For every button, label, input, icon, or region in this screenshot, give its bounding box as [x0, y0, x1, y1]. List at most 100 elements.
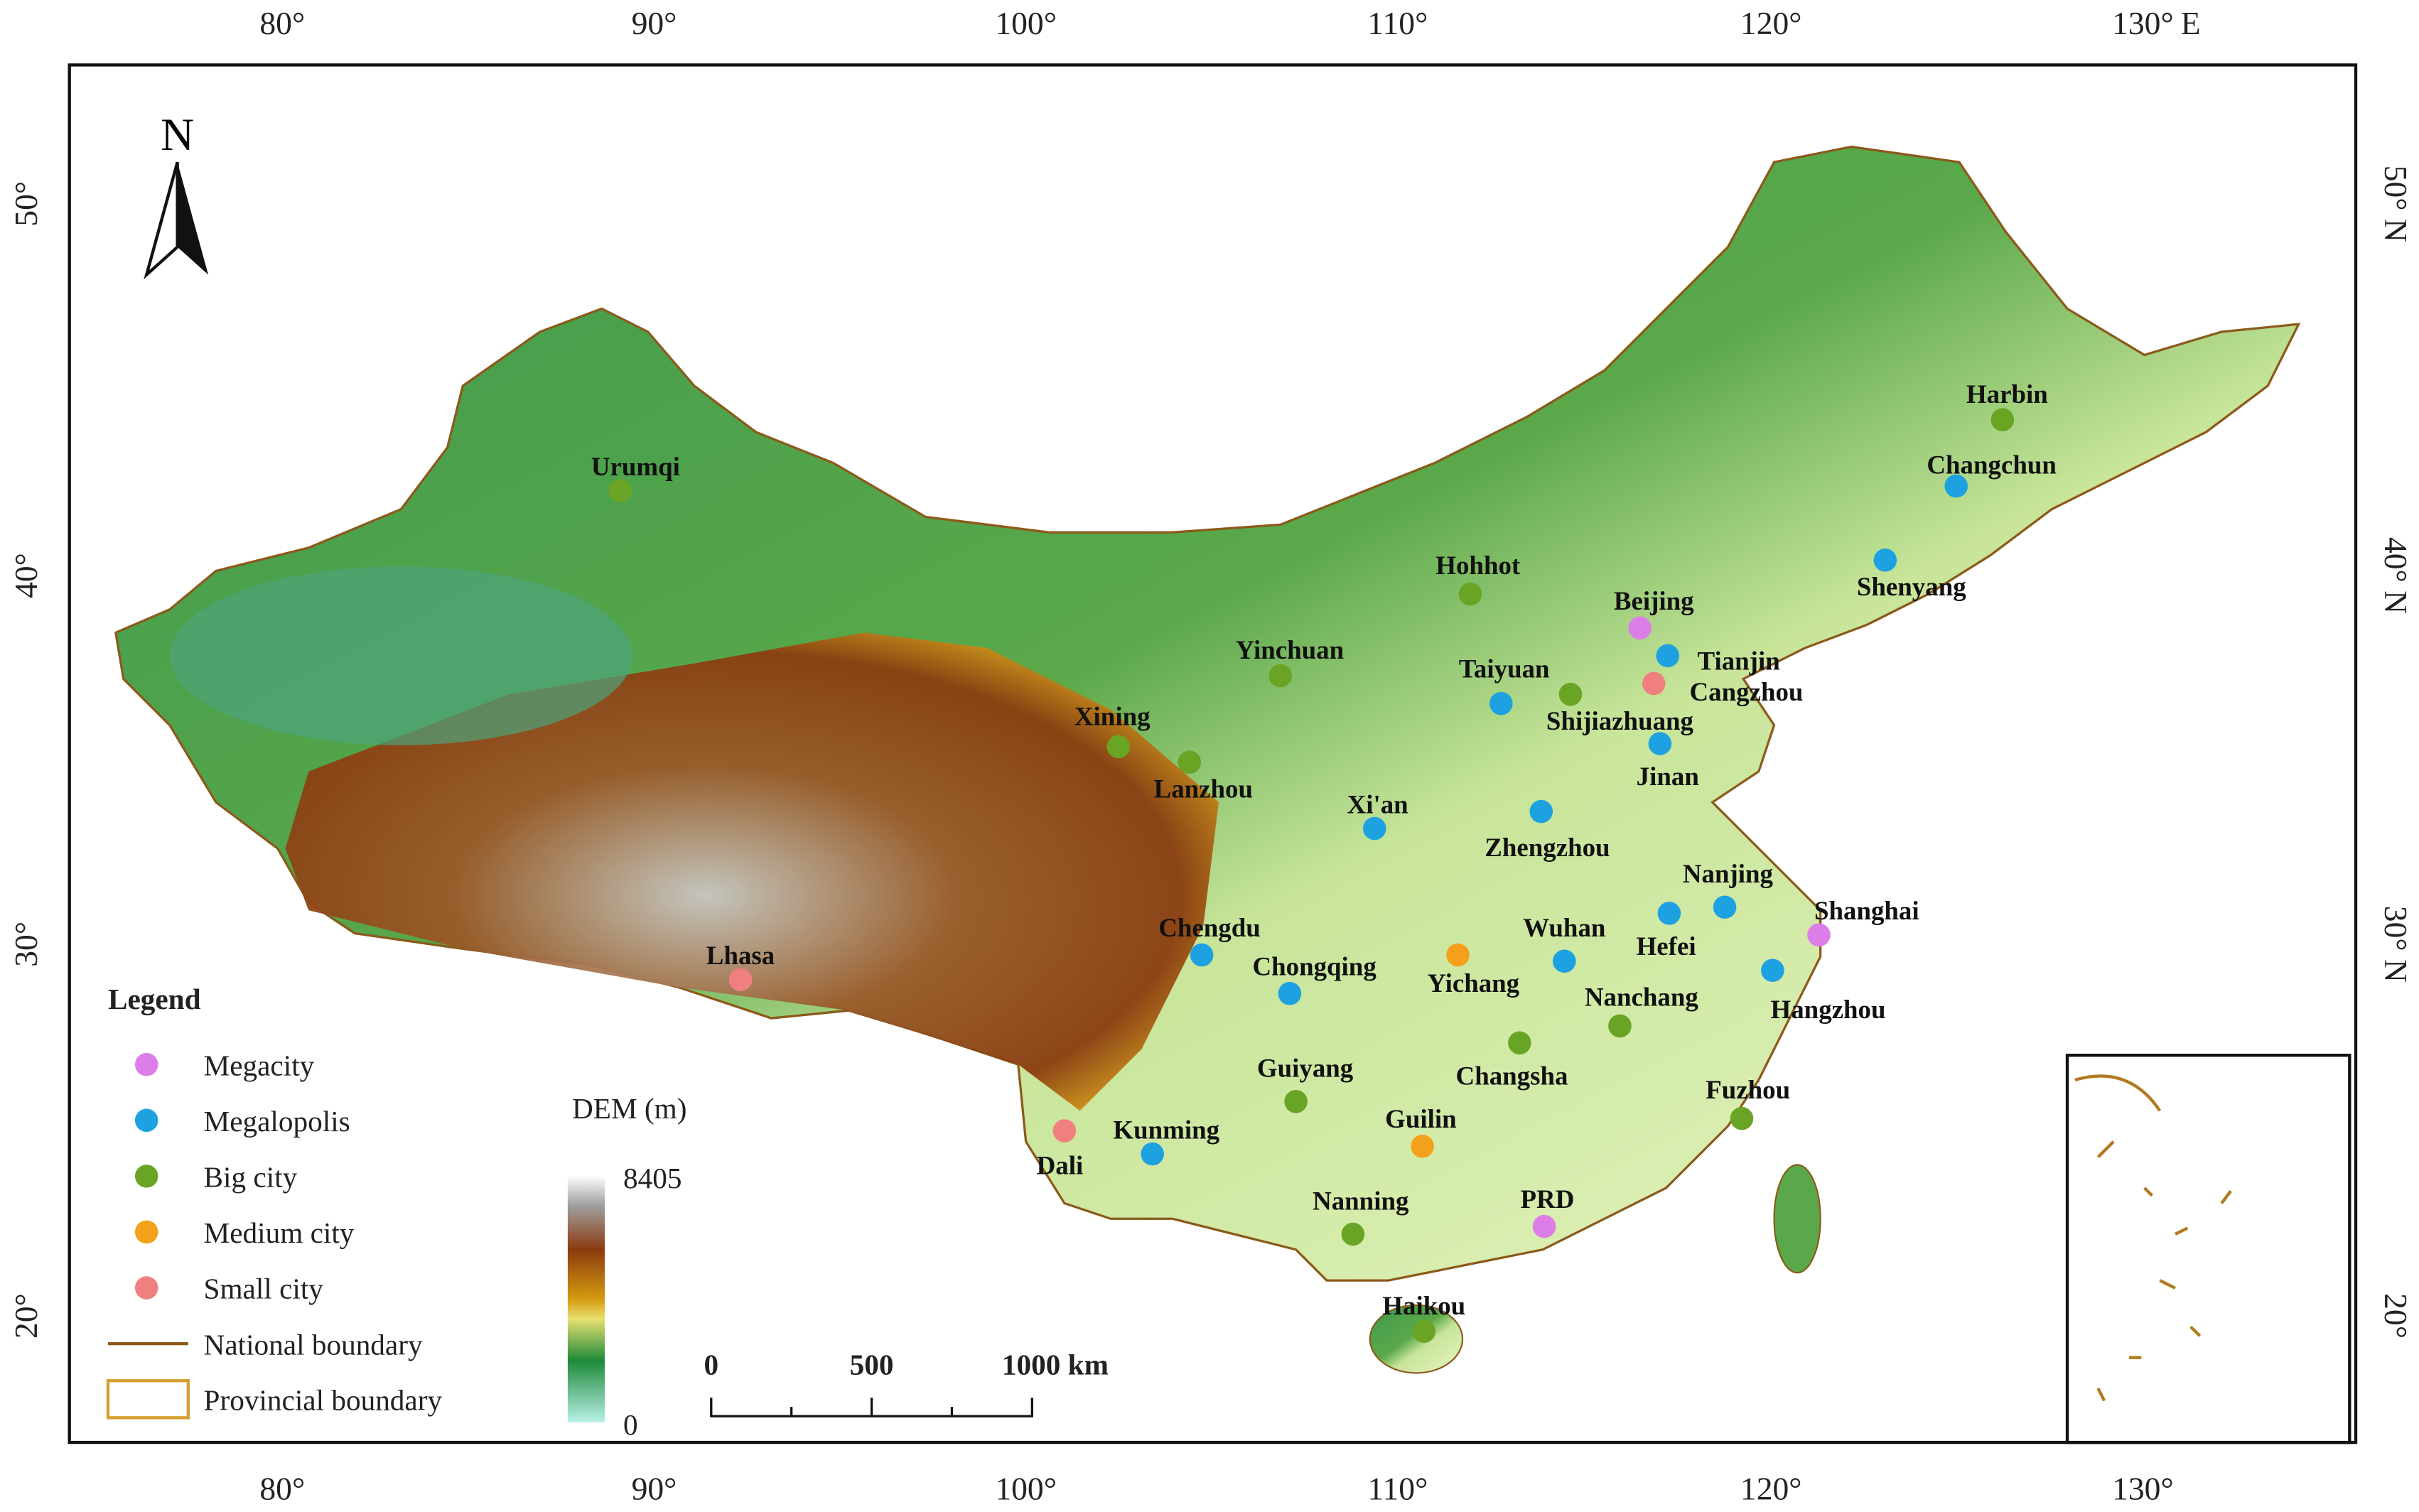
- city-marker: [1873, 549, 1897, 572]
- city-label: Tianjin: [1698, 646, 1780, 675]
- city-marker: [1532, 1214, 1556, 1238]
- city-label: Xining: [1074, 702, 1151, 731]
- legend-swatch: [134, 1220, 158, 1244]
- city-marker: [1944, 474, 1968, 498]
- city-label: Yinchuan: [1236, 635, 1344, 664]
- scale-label: 500: [850, 1349, 894, 1381]
- longitude-label: 90°: [632, 1470, 677, 1506]
- city-marker: [1106, 735, 1131, 759]
- city-label: Dali: [1037, 1150, 1084, 1179]
- city-marker: [1648, 732, 1672, 755]
- north-label: N: [161, 109, 194, 161]
- city-marker: [1807, 923, 1831, 947]
- city-label: Cangzhou: [1690, 677, 1804, 706]
- city-label: Xi'an: [1347, 789, 1408, 819]
- city-label: Fuzhou: [1706, 1075, 1790, 1104]
- city-marker: [1656, 644, 1680, 668]
- legend-swatch: [134, 1052, 158, 1076]
- longitude-label: 110°: [1367, 1470, 1428, 1506]
- latitude-label: 50°: [8, 181, 44, 227]
- city-marker: [1608, 1014, 1632, 1038]
- city-label: Changsha: [1456, 1061, 1568, 1090]
- south-china-sea-inset: [2065, 1053, 2351, 1444]
- city-label: Taiyuan: [1459, 654, 1550, 683]
- city-label: Harbin: [1966, 379, 2048, 409]
- longitude-label: 130°: [2112, 5, 2174, 41]
- city-label: Nanning: [1313, 1186, 1409, 1215]
- city-label: Yichang: [1427, 968, 1519, 998]
- latitude-label: 40° N: [2378, 537, 2414, 614]
- provincial-boundary-swatch: [106, 1379, 190, 1420]
- city-label: PRD: [1521, 1184, 1575, 1214]
- latitude-label: 30°: [8, 922, 44, 967]
- city-marker: [1446, 943, 1470, 967]
- city-label: Lanzhou: [1154, 774, 1253, 804]
- city-label: Wuhan: [1523, 913, 1605, 942]
- latitude-label: 30° N: [2378, 906, 2414, 983]
- city-label: Guilin: [1385, 1104, 1456, 1133]
- city-marker: [1412, 1319, 1436, 1344]
- city-label: Shanghai: [1814, 896, 1919, 925]
- city-marker: [1529, 799, 1553, 824]
- longitude-label: 100°: [995, 5, 1057, 41]
- city-label: Hangzhou: [1771, 995, 1886, 1024]
- longitude-label: 100°: [995, 1470, 1057, 1506]
- city-label: Hefei: [1637, 932, 1696, 961]
- longitude-label: 80°: [259, 5, 305, 41]
- legend-label: Megacity: [204, 1049, 315, 1081]
- city-marker: [728, 968, 753, 992]
- longitude-label: 80°: [259, 1470, 305, 1506]
- city-marker: [1052, 1119, 1077, 1143]
- city-label: Chongqing: [1252, 951, 1376, 981]
- legend-label: Megalopolis: [204, 1105, 350, 1138]
- scale-label: 1000 km: [1002, 1349, 1109, 1381]
- city-marker: [1628, 616, 1652, 640]
- dem-title: DEM (m): [572, 1092, 686, 1125]
- city-marker: [1268, 664, 1293, 688]
- scale-bar: [710, 1398, 1033, 1418]
- city-label: Guiyang: [1257, 1054, 1354, 1083]
- longitude-unit: E: [2181, 5, 2201, 41]
- taiwan-island: [1773, 1164, 1821, 1274]
- city-label: Shijiazhuang: [1546, 706, 1694, 735]
- scale-label: 0: [704, 1349, 718, 1381]
- dem-min-label: 0: [623, 1408, 638, 1441]
- longitude-label: 120°: [1740, 1470, 1802, 1506]
- city-marker: [1553, 949, 1576, 973]
- city-marker: [1990, 408, 2015, 432]
- latitude-label: 40°: [8, 553, 44, 598]
- city-marker: [1363, 816, 1386, 841]
- city-label: Lhasa: [706, 941, 775, 970]
- longitude-label: 130°: [2112, 1470, 2174, 1506]
- city-label: Shenyang: [1857, 572, 1966, 601]
- city-label: Chengdu: [1158, 913, 1261, 942]
- legend-label: Small city: [204, 1273, 324, 1305]
- dem-colorbar: [567, 1175, 605, 1422]
- city-marker: [1458, 582, 1482, 606]
- city-marker: [1558, 682, 1583, 706]
- tibet-plateau: [285, 632, 1219, 1111]
- inset-islands: [2074, 1074, 2232, 1402]
- city-marker: [1657, 902, 1681, 925]
- latitude-label: 50° N: [2378, 166, 2414, 242]
- dem-max-label: 8405: [623, 1162, 681, 1194]
- city-label: Changchun: [1927, 450, 2057, 480]
- legend-label: Big city: [204, 1161, 298, 1194]
- city-label: Hohhot: [1435, 551, 1521, 580]
- city-marker: [1284, 1090, 1308, 1113]
- city-marker: [1642, 671, 1666, 696]
- city-label: Kunming: [1113, 1115, 1219, 1144]
- legend-title: Legend: [108, 983, 201, 1015]
- city-label: Jinan: [1637, 762, 1699, 791]
- city-marker: [1713, 895, 1737, 919]
- city-marker: [1730, 1106, 1754, 1130]
- legend-swatch: [134, 1276, 158, 1300]
- city-marker: [1508, 1031, 1531, 1055]
- city-label: Haikou: [1382, 1291, 1465, 1320]
- longitude-label: 110°: [1367, 5, 1428, 41]
- legend-swatch: [134, 1165, 158, 1188]
- city-marker: [1141, 1142, 1164, 1166]
- city-label: Nanjing: [1683, 859, 1774, 888]
- city-marker: [1190, 943, 1214, 967]
